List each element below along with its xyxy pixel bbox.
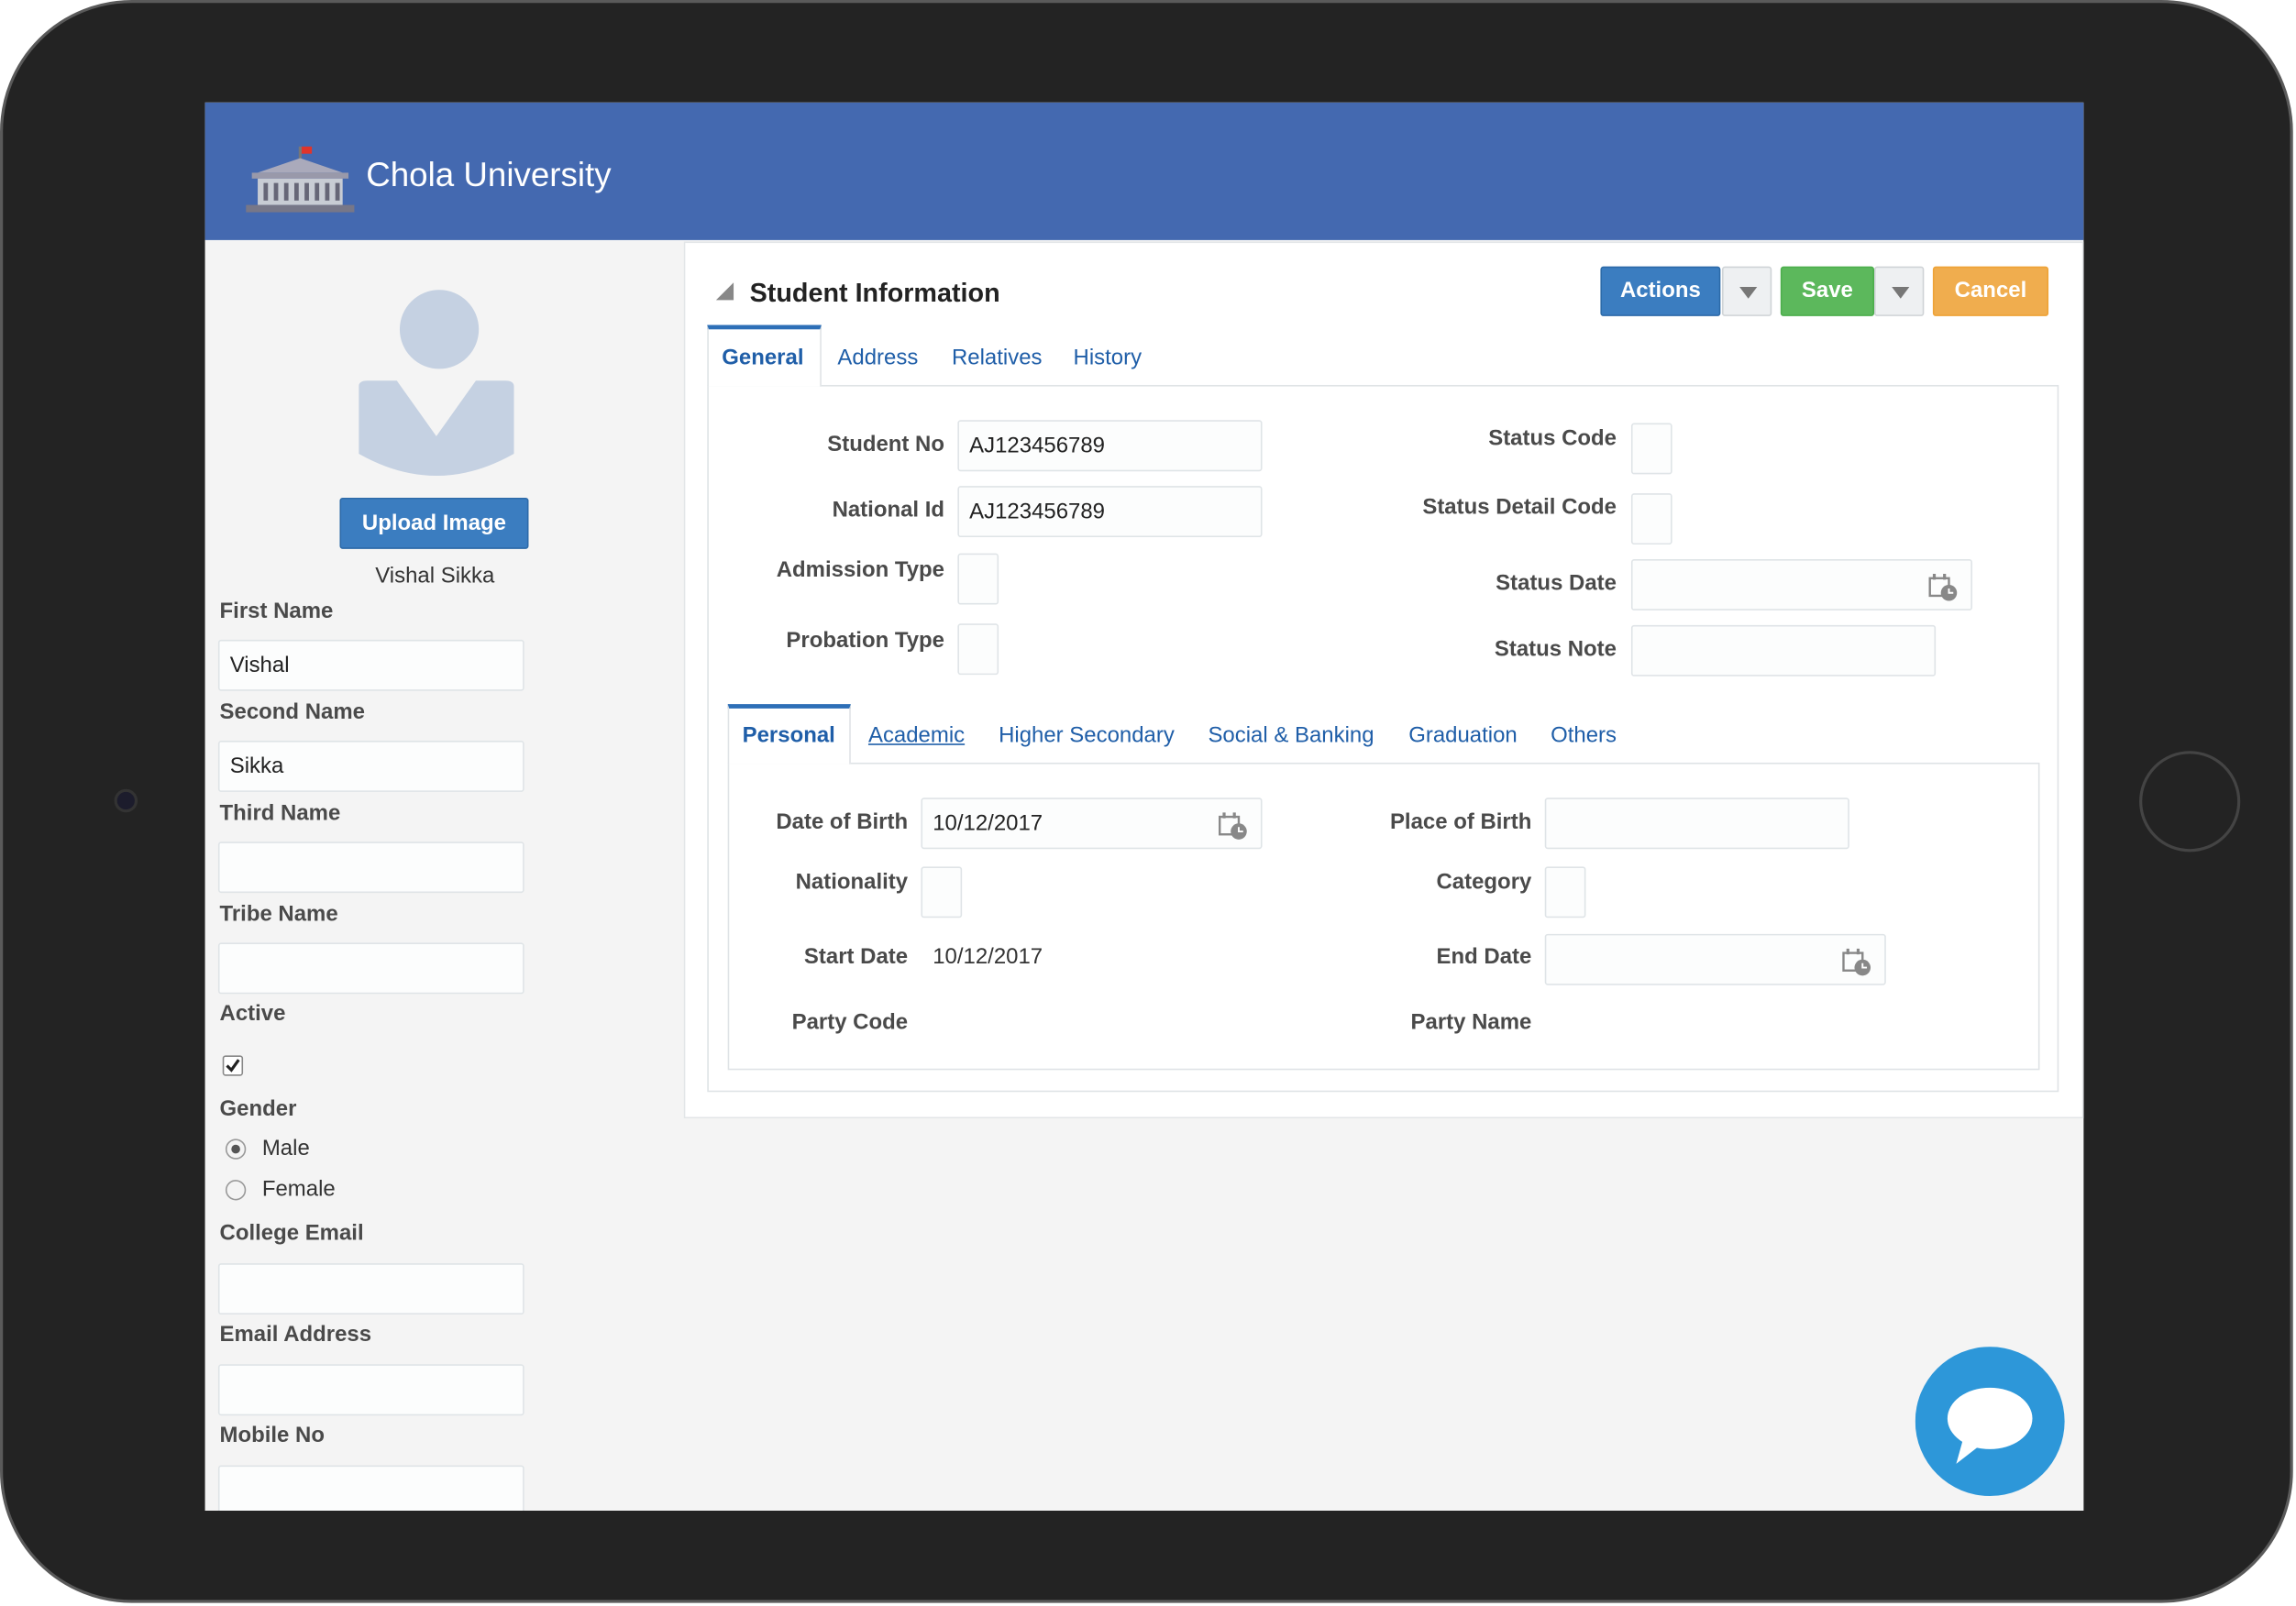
text-input[interactable] xyxy=(1630,559,1973,610)
text-input[interactable] xyxy=(1630,423,1672,475)
text-input[interactable] xyxy=(217,1364,524,1416)
panel-title: Student Information xyxy=(749,278,1000,308)
tab[interactable]: Address xyxy=(837,345,919,371)
dropdown-toggle[interactable] xyxy=(1874,266,1925,316)
text-input[interactable]: AJ123456789 xyxy=(957,486,1263,538)
field-label: Third Name xyxy=(219,800,341,826)
field-label: Status Detail Code xyxy=(1422,494,1617,520)
chat-button[interactable] xyxy=(1915,1347,2068,1499)
date-input[interactable]: 10/12/2017 xyxy=(921,798,1263,850)
field-value: 10/12/2017 xyxy=(933,944,1043,970)
field-label: Active xyxy=(219,1001,286,1027)
radio-dot xyxy=(231,1144,240,1154)
date-input[interactable] xyxy=(1544,933,1886,985)
field-label: Place of Birth xyxy=(1389,809,1532,835)
field-label: Nationality xyxy=(795,869,909,895)
text-input[interactable]: AJ123456789 xyxy=(957,420,1263,472)
tab[interactable]: General xyxy=(722,345,804,371)
home-button[interactable] xyxy=(2139,751,2241,852)
action-button[interactable]: Cancel xyxy=(1932,266,2049,316)
field-label: Second Name xyxy=(219,699,365,725)
camera xyxy=(114,788,138,813)
text-input[interactable]: Sikka xyxy=(217,741,524,792)
field-label: First Name xyxy=(219,599,334,624)
full-name: Vishal Sikka xyxy=(375,563,495,588)
field-label: Email Address xyxy=(219,1322,372,1348)
radio-button[interactable] xyxy=(225,1180,247,1201)
subtab[interactable]: Higher Secondary xyxy=(999,722,1175,749)
field-label: Party Code xyxy=(791,1009,909,1036)
calendar-icon[interactable] xyxy=(1928,571,1958,601)
field-label: Gender xyxy=(219,1096,297,1122)
logo xyxy=(246,146,355,213)
field-label: Student No xyxy=(827,432,945,457)
collapse-icon xyxy=(715,282,734,301)
field-label: National Id xyxy=(832,497,945,523)
tab[interactable]: History xyxy=(1073,345,1142,371)
tab[interactable]: Relatives xyxy=(951,345,1043,371)
subtab[interactable]: Social & Banking xyxy=(1208,722,1374,749)
field-label: Admission Type xyxy=(776,557,945,583)
field-label: College Email xyxy=(219,1220,364,1246)
subtab[interactable]: Academic xyxy=(867,722,966,749)
text-input[interactable] xyxy=(921,866,963,918)
action-button[interactable]: Save xyxy=(1780,266,1875,316)
text-input[interactable] xyxy=(957,553,999,605)
active-subtab xyxy=(727,704,851,764)
text-input[interactable] xyxy=(217,842,524,894)
text-input[interactable] xyxy=(1630,493,1672,545)
field-label: Party Name xyxy=(1410,1009,1532,1036)
field-label: Start Date xyxy=(803,944,909,970)
field-label: Probation Type xyxy=(786,628,945,654)
checkbox[interactable] xyxy=(222,1055,244,1076)
field-label: Status Code xyxy=(1488,425,1617,451)
screen: Chola University Upload Image Vishal Sikk… xyxy=(204,102,2084,1512)
field-label: Category xyxy=(1436,869,1532,895)
text-input[interactable] xyxy=(217,1465,524,1512)
field-label: Date of Birth xyxy=(776,809,909,835)
text-input[interactable] xyxy=(1544,798,1849,850)
radio-label: Male xyxy=(261,1136,310,1161)
text-input[interactable]: Vishal xyxy=(217,639,524,691)
radio-label: Female xyxy=(261,1176,336,1203)
subtab[interactable]: Personal xyxy=(742,722,835,749)
header: Chola University xyxy=(204,102,2084,240)
field-label: Status Note xyxy=(1494,636,1617,662)
subtab[interactable]: Others xyxy=(1551,722,1617,749)
field-label: Status Date xyxy=(1496,570,1617,596)
text-input[interactable] xyxy=(1544,866,1586,918)
field-label: Tribe Name xyxy=(219,901,338,927)
upload-button[interactable]: Upload Image xyxy=(339,497,529,549)
field-label: Mobile No xyxy=(219,1423,325,1448)
avatar xyxy=(359,290,514,476)
app-title: Chola University xyxy=(366,155,612,193)
active-tab xyxy=(707,324,822,387)
subtab[interactable]: Graduation xyxy=(1408,722,1518,749)
field-label: End Date xyxy=(1436,944,1532,970)
calendar-icon[interactable] xyxy=(1219,809,1248,840)
calendar-icon[interactable] xyxy=(1842,946,1871,976)
text-input[interactable] xyxy=(957,623,999,676)
text-input[interactable] xyxy=(217,942,524,995)
text-input[interactable] xyxy=(217,1263,524,1315)
dropdown-toggle[interactable] xyxy=(1721,266,1772,316)
text-input[interactable] xyxy=(1630,624,1937,676)
action-button[interactable]: Actions xyxy=(1600,266,1721,316)
